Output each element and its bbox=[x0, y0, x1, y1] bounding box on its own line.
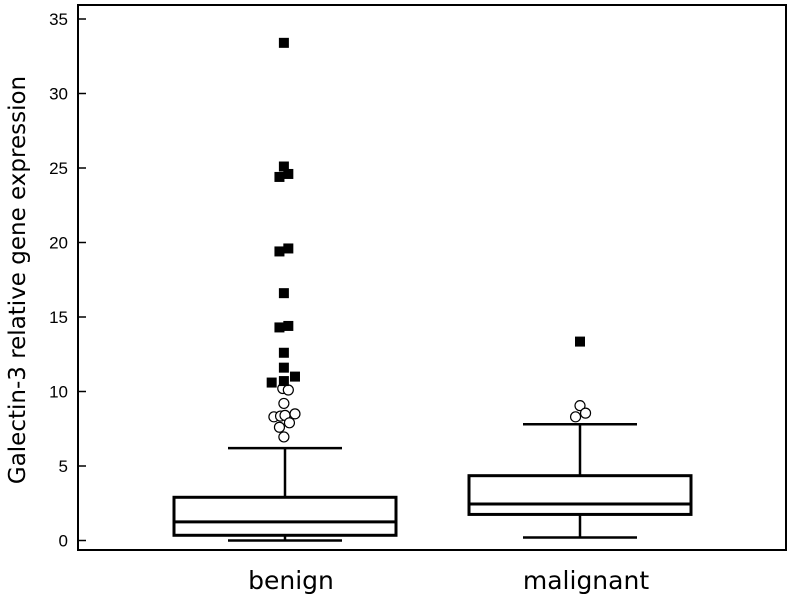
outlier-point bbox=[574, 400, 586, 412]
far-outlier-point bbox=[278, 37, 289, 48]
plot-frame bbox=[77, 4, 787, 551]
far-outlier-point bbox=[266, 377, 277, 388]
y-tick-label: 5 bbox=[59, 457, 68, 476]
far-outlier-point bbox=[274, 246, 285, 257]
far-outlier-point bbox=[283, 168, 294, 179]
y-tick-label: 0 bbox=[59, 532, 68, 551]
outlier-point bbox=[579, 407, 592, 419]
x-category-label: malignant bbox=[523, 566, 649, 595]
y-tick-label: 30 bbox=[49, 85, 68, 104]
box-plots bbox=[172, 423, 693, 542]
box-malignant bbox=[467, 423, 693, 539]
far-outlier-point bbox=[289, 371, 300, 382]
iqr-box bbox=[172, 495, 398, 537]
iqr-box bbox=[467, 474, 693, 516]
y-tick-label: 25 bbox=[49, 159, 68, 178]
far-outlier-point bbox=[274, 171, 285, 182]
y-tick-label: 15 bbox=[49, 308, 68, 327]
far-outlier-point bbox=[274, 322, 285, 333]
outlier-point bbox=[278, 431, 290, 443]
outlier-point bbox=[569, 411, 582, 423]
x-category-label: benign bbox=[248, 566, 334, 595]
far-outlier-point bbox=[278, 376, 289, 387]
outlier-point bbox=[283, 417, 296, 429]
far-outlier-point bbox=[278, 288, 289, 299]
y-axis-title: Galectin-3 relative gene expression bbox=[5, 76, 31, 484]
far-outlier-point bbox=[278, 347, 289, 358]
category-labels: benign malignant bbox=[248, 566, 649, 595]
far-outlier-point bbox=[283, 243, 294, 254]
far-outlier-point bbox=[283, 320, 294, 331]
y-axis-ticks: 0 5 10 15 20 25 30 35 bbox=[49, 10, 86, 551]
far-outlier-point bbox=[575, 336, 585, 347]
outlier-points bbox=[266, 37, 592, 443]
outlier-point bbox=[273, 421, 286, 433]
far-outlier-point bbox=[278, 362, 289, 373]
y-tick-label: 35 bbox=[49, 10, 68, 29]
y-tick-label: 20 bbox=[49, 234, 68, 253]
outlier-point bbox=[278, 397, 290, 410]
box-benign bbox=[172, 446, 398, 542]
outlier-point bbox=[289, 408, 301, 420]
y-tick-label: 10 bbox=[49, 383, 68, 402]
outlier-point bbox=[282, 384, 294, 396]
far-outlier-point bbox=[278, 161, 289, 172]
